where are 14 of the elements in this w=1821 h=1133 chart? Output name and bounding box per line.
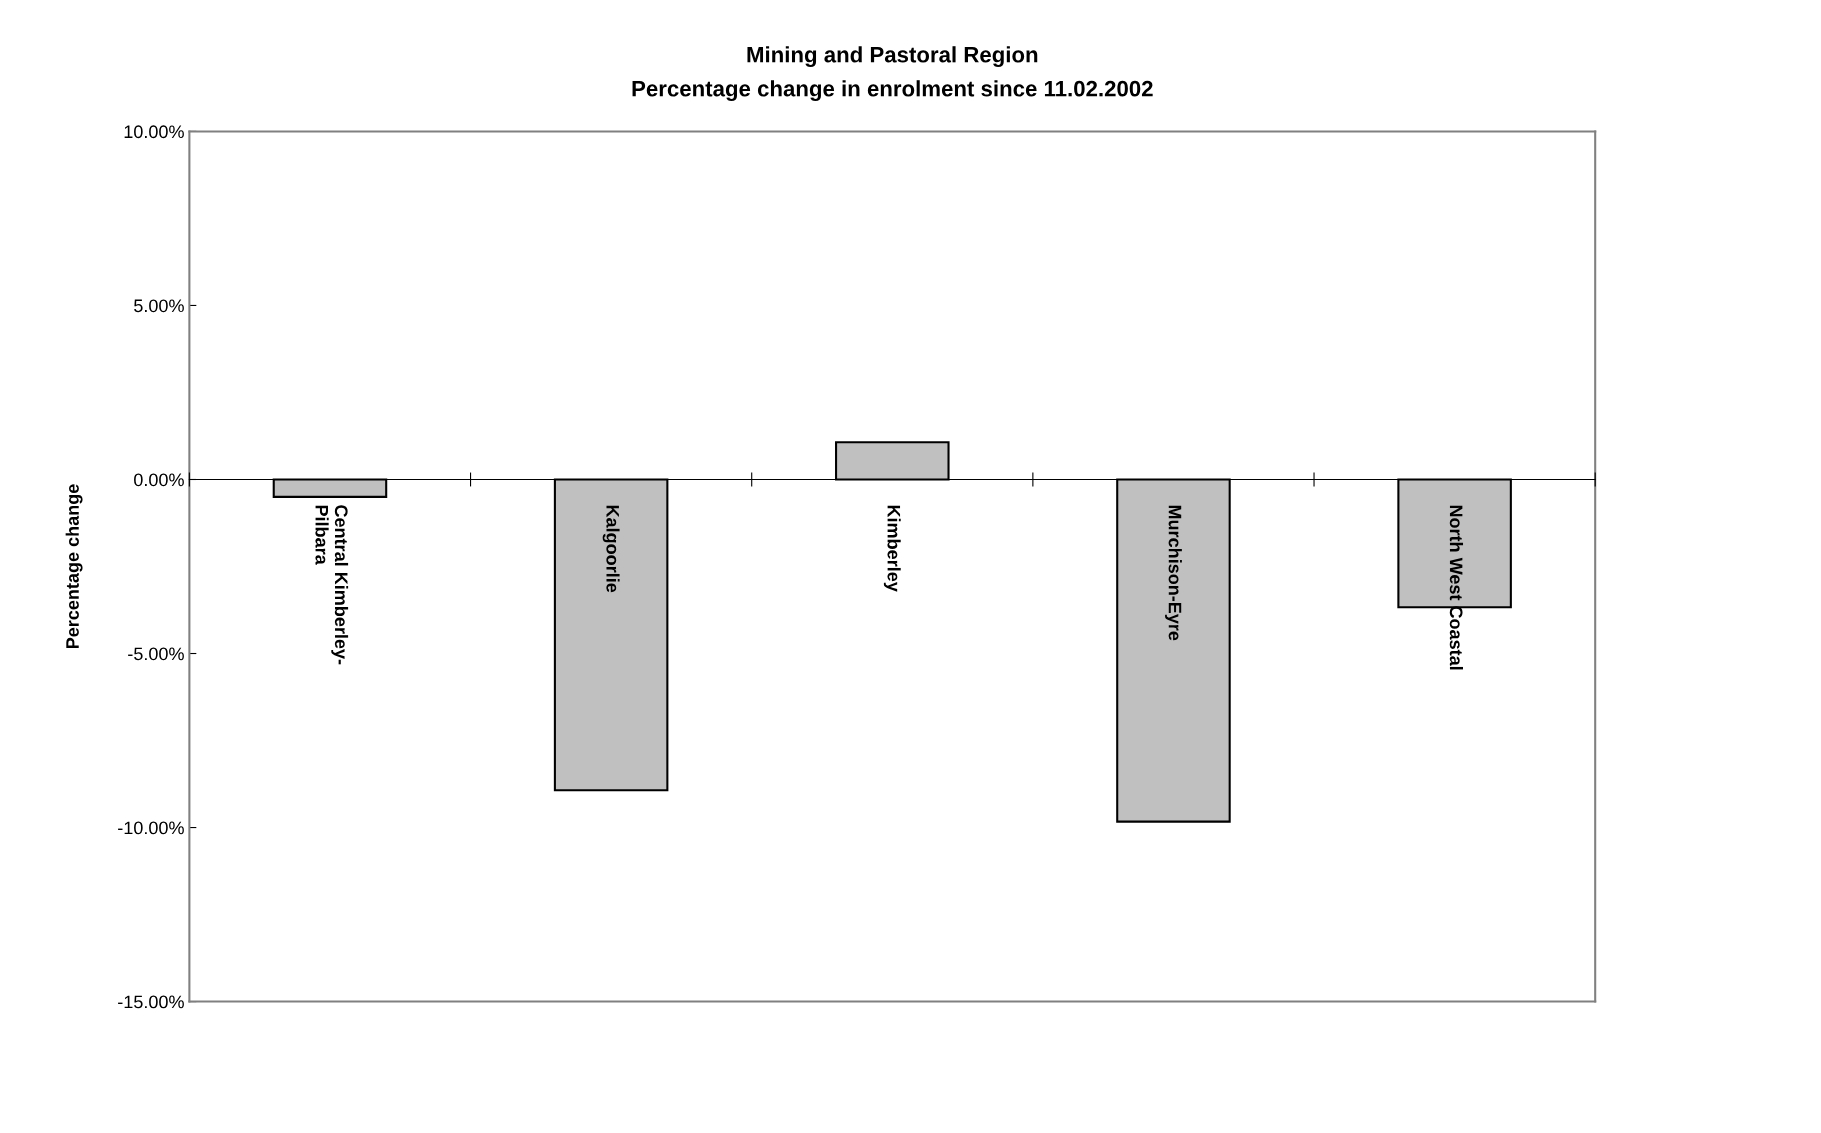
y-tick-label: -15.00%: [118, 995, 184, 1009]
y-axis-title: Percentage change: [65, 484, 83, 649]
x-tick-label: Central Kimberley- Pilbara: [315, 505, 349, 665]
x-tick-label: Murchison-Eyre: [1165, 505, 1182, 641]
y-tick-label: -10.00%: [118, 821, 184, 835]
chart-title: Mining and Pastoral Region: [747, 46, 1038, 68]
y-tick-label: -5.00%: [128, 647, 184, 661]
y-tick-label: 0.00%: [134, 473, 184, 487]
y-tick-label: 5.00%: [134, 299, 184, 313]
y-tick-label: 10.00%: [124, 125, 184, 139]
x-tick-label: Kalgoorlie: [602, 505, 620, 593]
x-tick-label: Kimberley: [883, 505, 901, 592]
x-tick-label: North West Coastal: [1449, 505, 1464, 670]
chart-subtitle: Percentage change in enrolment since 11.02.2002: [632, 80, 1153, 102]
